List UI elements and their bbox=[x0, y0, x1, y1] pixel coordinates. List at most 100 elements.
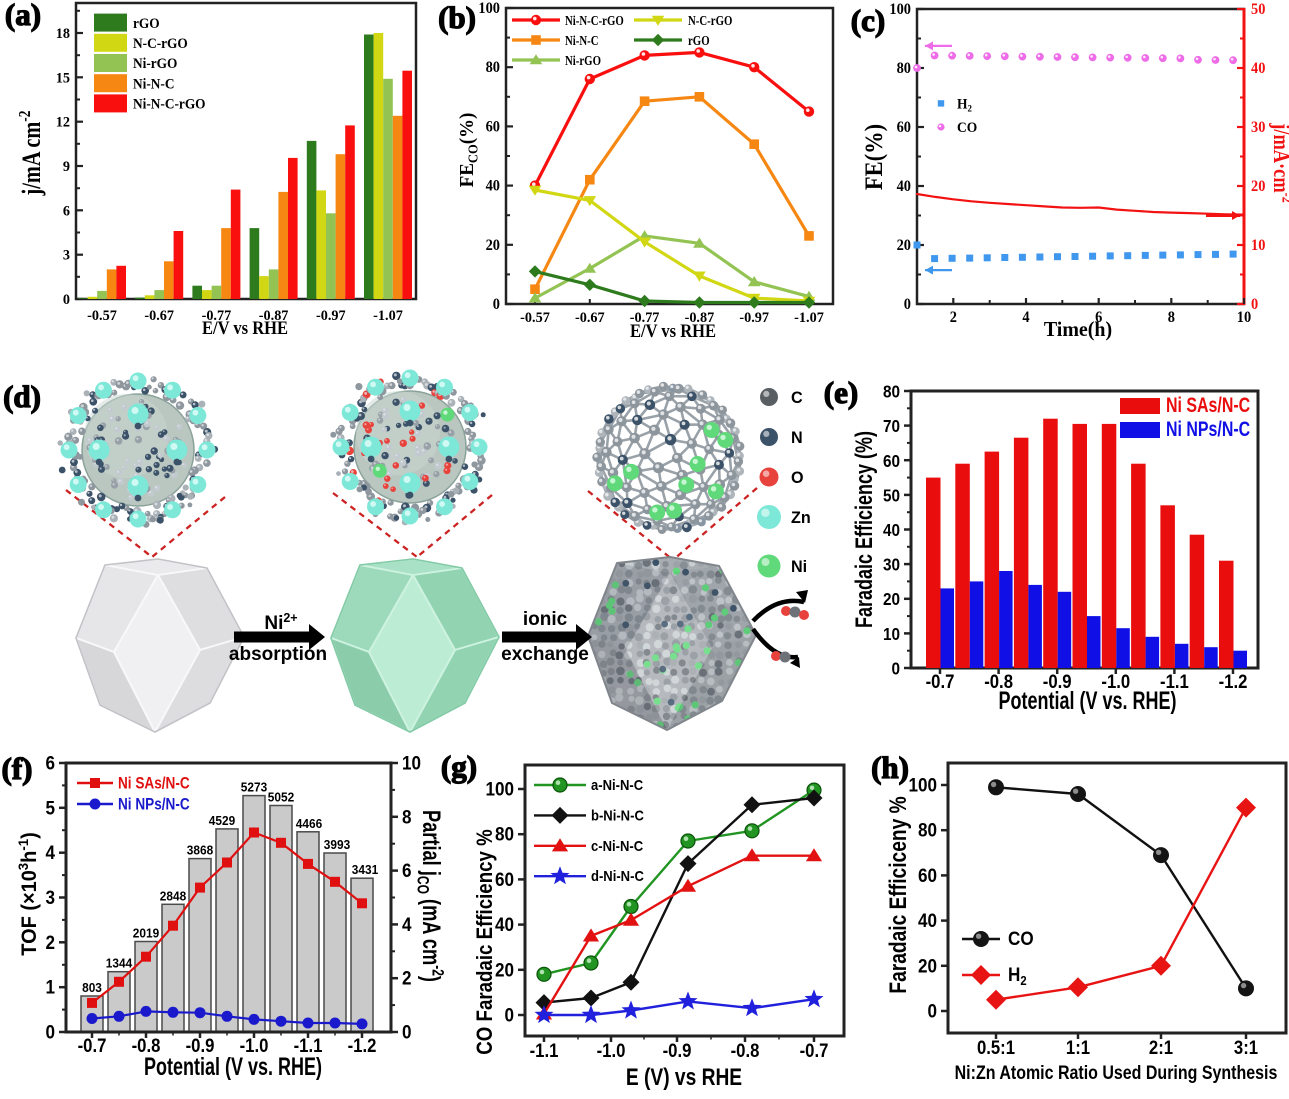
svg-text:E/V vs RHE: E/V vs RHE bbox=[630, 320, 716, 341]
svg-text:10: 10 bbox=[1251, 236, 1266, 254]
svg-text:-1.07: -1.07 bbox=[373, 308, 403, 324]
svg-text:-0.8: -0.8 bbox=[731, 1040, 760, 1061]
svg-text:3: 3 bbox=[63, 247, 70, 263]
svg-text:3993: 3993 bbox=[324, 838, 351, 852]
svg-text:Potential (V vs. RHE): Potential (V vs. RHE) bbox=[999, 686, 1177, 715]
svg-text:j/mA·cm-2: j/mA·cm-2 bbox=[1268, 122, 1289, 203]
svg-text:(d): (d) bbox=[3, 379, 41, 414]
svg-text:60: 60 bbox=[883, 451, 900, 471]
svg-text:-1.1: -1.1 bbox=[1160, 671, 1189, 692]
svg-text:ionic: ionic bbox=[523, 609, 568, 630]
svg-text:Time(h): Time(h) bbox=[1044, 319, 1112, 342]
svg-text:E (V) vs RHE: E (V) vs RHE bbox=[626, 1063, 742, 1091]
svg-text:2:1: 2:1 bbox=[1149, 1037, 1173, 1058]
svg-text:12: 12 bbox=[56, 114, 70, 130]
svg-text:(g): (g) bbox=[441, 749, 477, 784]
svg-text:Ni-rGO: Ni-rGO bbox=[133, 57, 178, 73]
svg-text:60: 60 bbox=[486, 118, 501, 136]
svg-text:-1.07: -1.07 bbox=[794, 310, 824, 326]
svg-text:Ni-rGO: Ni-rGO bbox=[565, 53, 601, 68]
svg-text:Zn: Zn bbox=[791, 508, 811, 527]
svg-text:100: 100 bbox=[889, 0, 911, 18]
svg-text:-0.8: -0.8 bbox=[984, 671, 1013, 692]
svg-text:-0.9: -0.9 bbox=[663, 1040, 692, 1061]
svg-text:20: 20 bbox=[486, 236, 501, 254]
svg-text:100: 100 bbox=[485, 779, 514, 800]
svg-text:Ni: Ni bbox=[791, 557, 807, 576]
svg-text:Ni NPs/N-C: Ni NPs/N-C bbox=[118, 795, 190, 814]
svg-text:TOF (×103h-1): TOF (×103h-1) bbox=[16, 832, 41, 955]
svg-text:0.5:1: 0.5:1 bbox=[977, 1037, 1015, 1058]
svg-text:0: 0 bbox=[504, 1005, 514, 1026]
svg-text:40: 40 bbox=[883, 520, 900, 540]
svg-text:Faradaic Efficiency (%): Faradaic Efficiency (%) bbox=[852, 431, 878, 628]
svg-text:2019: 2019 bbox=[133, 926, 160, 940]
svg-text:Ni NPs/N-C: Ni NPs/N-C bbox=[1166, 417, 1250, 441]
svg-text:Ni SAs/N-C: Ni SAs/N-C bbox=[1166, 393, 1250, 417]
svg-text:60: 60 bbox=[897, 118, 912, 136]
svg-text:4: 4 bbox=[1022, 308, 1030, 326]
svg-text:CO Faradaic Efficiency %: CO Faradaic Efficiency % bbox=[474, 829, 498, 1054]
svg-text:0: 0 bbox=[63, 292, 70, 308]
svg-text:0: 0 bbox=[45, 1022, 55, 1043]
svg-text:0: 0 bbox=[927, 1001, 937, 1022]
svg-text:-0.67: -0.67 bbox=[575, 310, 605, 326]
svg-text:Partial jCO (mA cm-2): Partial jCO (mA cm-2) bbox=[413, 810, 446, 982]
svg-text:Potential (V vs. RHE): Potential (V vs. RHE) bbox=[144, 1052, 322, 1081]
svg-text:2: 2 bbox=[402, 968, 412, 989]
svg-text:absorption: absorption bbox=[229, 644, 327, 665]
svg-text:6: 6 bbox=[402, 860, 412, 881]
svg-text:60: 60 bbox=[918, 865, 937, 886]
svg-text:-0.77: -0.77 bbox=[202, 308, 232, 324]
svg-text:E/V vs RHE: E/V vs RHE bbox=[202, 317, 288, 338]
svg-text:-0.8: -0.8 bbox=[132, 1035, 161, 1056]
svg-text:3:1: 3:1 bbox=[1234, 1037, 1258, 1058]
svg-text:5273: 5273 bbox=[241, 780, 268, 794]
svg-text:50: 50 bbox=[883, 485, 900, 505]
svg-text:2: 2 bbox=[950, 308, 957, 326]
svg-text:O: O bbox=[791, 468, 804, 487]
svg-text:N-C-rGO: N-C-rGO bbox=[688, 13, 732, 28]
svg-text:FE(%): FE(%) bbox=[861, 124, 888, 190]
svg-text:30: 30 bbox=[1251, 118, 1266, 136]
svg-text:FECO(%): FECO(%) bbox=[457, 113, 481, 188]
svg-text:rGO: rGO bbox=[688, 33, 710, 48]
svg-text:exchange: exchange bbox=[501, 644, 589, 665]
svg-text:(a): (a) bbox=[5, 0, 41, 32]
svg-text:1:1: 1:1 bbox=[1066, 1037, 1090, 1058]
svg-text:80: 80 bbox=[883, 381, 900, 401]
svg-text:80: 80 bbox=[897, 59, 912, 77]
svg-text:50: 50 bbox=[1251, 0, 1266, 18]
svg-text:(c): (c) bbox=[851, 3, 885, 38]
svg-text:0: 0 bbox=[904, 295, 912, 313]
svg-text:N: N bbox=[791, 428, 803, 447]
svg-text:(f): (f) bbox=[2, 751, 33, 786]
svg-text:4: 4 bbox=[402, 914, 412, 935]
svg-text:-0.67: -0.67 bbox=[144, 308, 174, 324]
svg-text:5: 5 bbox=[45, 797, 55, 818]
svg-text:-0.57: -0.57 bbox=[87, 308, 117, 324]
svg-text:10: 10 bbox=[1237, 308, 1252, 326]
svg-text:8: 8 bbox=[402, 806, 412, 827]
svg-text:N-C-rGO: N-C-rGO bbox=[133, 37, 188, 53]
svg-text:Faradaic Efficiceny %: Faradaic Efficiceny % bbox=[884, 796, 912, 993]
svg-text:d-Ni-N-C: d-Ni-N-C bbox=[591, 869, 644, 885]
svg-text:100: 100 bbox=[908, 775, 937, 796]
svg-text:40: 40 bbox=[918, 910, 937, 931]
svg-text:40: 40 bbox=[486, 177, 501, 195]
svg-text:20: 20 bbox=[897, 236, 912, 254]
svg-text:0: 0 bbox=[1251, 295, 1259, 313]
svg-text:c-Ni-N-C: c-Ni-N-C bbox=[591, 838, 643, 854]
svg-text:3: 3 bbox=[45, 887, 55, 908]
svg-text:-1.0: -1.0 bbox=[240, 1035, 269, 1056]
svg-text:4: 4 bbox=[45, 842, 55, 863]
svg-text:-0.87: -0.87 bbox=[259, 308, 289, 324]
svg-text:-1.2: -1.2 bbox=[348, 1035, 377, 1056]
svg-text:15: 15 bbox=[56, 70, 70, 86]
svg-text:-0.9: -0.9 bbox=[1043, 671, 1072, 692]
svg-text:803: 803 bbox=[82, 981, 102, 995]
svg-text:80: 80 bbox=[918, 820, 937, 841]
svg-text:18: 18 bbox=[56, 26, 70, 42]
svg-text:100: 100 bbox=[478, 0, 500, 17]
svg-text:(e): (e) bbox=[824, 375, 858, 410]
